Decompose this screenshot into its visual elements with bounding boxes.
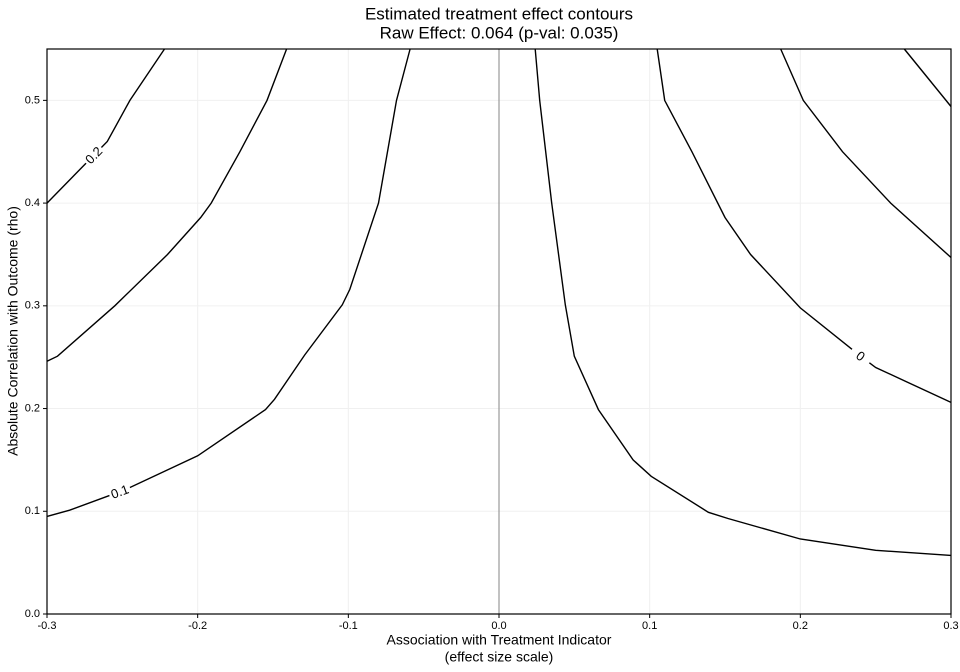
y-tick-label: 0.4 [25,197,40,209]
y-axis-label: Absolute Correlation with Outcome (rho) [5,206,21,456]
chart-subtitle: Raw Effect: 0.064 (p-val: 0.035) [380,23,619,42]
contour-label: 0.1 [109,482,131,502]
x-axis-note: (effect size scale) [445,649,554,665]
x-tick-label: -0.1 [339,620,358,632]
contour-label-bg [106,480,133,504]
contour-label-bg [846,343,875,370]
y-tick-label: 0.3 [25,300,40,312]
y-tick-label: 0.1 [25,505,40,517]
x-tick-label: 0.1 [642,620,657,632]
contour-line [46,48,411,518]
x-tick-label: 0.2 [793,620,808,632]
contour-label-group: 0 [846,343,875,370]
contour-line [46,48,288,362]
contour-label-bg [80,141,108,169]
x-axis-label: Association with Treatment Indicator [387,632,612,648]
x-tick-label: -0.2 [188,620,207,632]
contour-line [534,48,952,557]
y-tick-label: 0.5 [25,94,40,106]
x-tick-label: 0.0 [491,620,506,632]
contour-line [780,48,952,259]
chart-title: Estimated treatment effect contours [365,4,633,23]
plot-frame [46,48,952,615]
contour-line [656,48,952,404]
y-tick-label: 0.0 [25,608,40,620]
contour-line [903,48,952,107]
contour-line [46,48,166,204]
x-tick-label: -0.3 [38,620,57,632]
x-tick-label: 0.3 [943,620,958,632]
contour-label-group: 0.1 [106,480,133,504]
y-tick-label: 0.2 [25,402,40,414]
